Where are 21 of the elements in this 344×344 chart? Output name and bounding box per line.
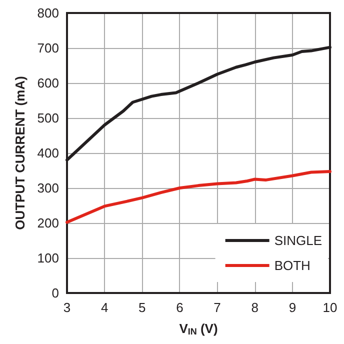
y-tick-label: 500 <box>37 110 59 126</box>
y-axis-title: OUTPUT CURRENT (mA) <box>12 76 28 230</box>
x-tick-label: 5 <box>138 300 146 315</box>
y-tick-label: 800 <box>37 6 59 20</box>
y-tick-label: 200 <box>37 216 59 230</box>
x-tick-label: 8 <box>251 300 258 315</box>
y-tick-label: 300 <box>37 180 59 196</box>
x-tick-label: 3 <box>63 300 71 315</box>
y-tick-label: 0 <box>52 286 59 300</box>
x-tick-label: 4 <box>100 300 108 315</box>
x-tick-label: 7 <box>214 300 221 315</box>
legend-label: BOTH <box>274 258 310 273</box>
x-tick-label: 6 <box>176 300 184 315</box>
x-tick-label: 10 <box>322 300 338 315</box>
y-tick-label: 100 <box>37 250 59 266</box>
x-tick-label: 9 <box>288 300 296 315</box>
y-tick-label: 600 <box>37 76 59 90</box>
y-tick-label: 400 <box>37 146 59 160</box>
legend-label: SINGLE <box>274 233 322 248</box>
line-series <box>66 170 332 224</box>
y-tick-label: 700 <box>37 40 59 56</box>
